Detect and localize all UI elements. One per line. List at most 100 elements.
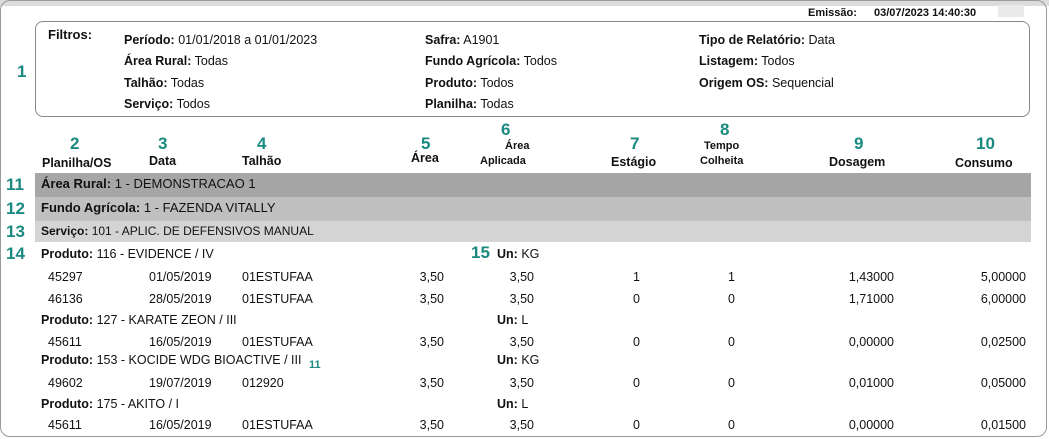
group-fundo-agricola: Fundo Agrícola: 1 - FAZENDA VITALLY	[35, 197, 1031, 221]
cell-tempo: 0	[728, 292, 735, 306]
group-servico: Serviço: 101 - APLIC. DE DEFENSIVOS MANU…	[35, 221, 1031, 242]
cell-estagio: 1	[633, 270, 640, 284]
cell-tempo: 0	[728, 418, 735, 432]
filter-servico: Serviço: Todos	[124, 97, 210, 111]
col-data: Data	[149, 154, 177, 168]
cell-talhao: 012920	[242, 376, 284, 390]
cell-area: 3,50	[419, 418, 444, 432]
product-header: Produto: 175 - AKITO / I	[41, 397, 180, 411]
cell-estagio: 0	[633, 376, 640, 390]
cell-estagio: 0	[633, 292, 640, 306]
cell-tempo: 0	[728, 376, 735, 390]
col-tempo-top: Tempo	[704, 140, 740, 152]
cell-dosagem: 0,00000	[848, 418, 894, 432]
annotation-10: 10	[976, 134, 995, 153]
annotation-11: 11	[6, 175, 24, 194]
annotation-1: 1	[17, 62, 27, 81]
filter-tipo-relatorio: Tipo de Relatório: Data	[699, 33, 835, 47]
cell-area-aplicada: 3,50	[509, 270, 534, 284]
cell-consumo: 0,02500	[980, 335, 1026, 349]
cell-consumo: 0,05000	[980, 376, 1026, 390]
cell-os: 45611	[48, 418, 82, 432]
cell-area-aplicada: 3,50	[509, 418, 534, 432]
annotation-15: 15	[471, 243, 490, 262]
cell-data: 19/07/2019	[149, 376, 212, 390]
cell-os: 49602	[48, 376, 83, 390]
emission-label: Emissão:	[808, 7, 857, 19]
cell-os: 46136	[48, 292, 83, 306]
cell-talhao: 01ESTUFAA	[242, 335, 313, 349]
col-dosagem: Dosagem	[829, 155, 886, 169]
product-header: Produto: 153 - KOCIDE WDG BIOACTIVE / II…	[41, 353, 302, 367]
cell-area-aplicada: 3,50	[509, 292, 534, 306]
annotation-13: 13	[6, 222, 25, 241]
product-unit: Un: KG	[497, 353, 540, 367]
cell-talhao: 01ESTUFAA	[242, 418, 313, 432]
cell-area-aplicada: 3,50	[509, 376, 534, 390]
top-strip	[0, 0, 1049, 6]
emission-box	[998, 5, 1024, 17]
filters-box: Filtros: Período: 01/01/2018 a 01/01/202…	[35, 21, 1030, 117]
col-estagio: Estágio	[611, 155, 657, 169]
filter-fundo-agricola: Fundo Agrícola: Todos	[425, 54, 557, 68]
annotation-9: 9	[854, 134, 864, 153]
annotation-3: 3	[158, 134, 168, 153]
annotation-11-small: 11	[309, 359, 321, 371]
product-unit: Un: L	[497, 313, 529, 327]
col-area-aplicada-top: Área	[505, 140, 530, 152]
cell-data: 28/05/2019	[149, 292, 212, 306]
group-area-rural: Área Rural: 1 - DEMONSTRACAO 1	[35, 173, 1031, 197]
filters-title: Filtros:	[48, 27, 93, 42]
filter-listagem: Listagem: Todos	[699, 54, 795, 68]
cell-consumo: 5,00000	[980, 270, 1026, 284]
col-talhao: Talhão	[242, 154, 282, 168]
annotation-12: 12	[6, 199, 25, 218]
cell-data: 16/05/2019	[149, 335, 212, 349]
annotation-7: 7	[630, 134, 640, 153]
col-area-aplicada-bottom: Aplicada	[480, 155, 526, 167]
cell-dosagem: 1,43000	[848, 270, 894, 284]
cell-area-aplicada: 3,50	[509, 335, 534, 349]
annotation-5: 5	[421, 134, 431, 153]
cell-dosagem: 0,00000	[848, 335, 894, 349]
cell-tempo: 1	[728, 270, 735, 284]
annotation-2: 2	[70, 134, 80, 153]
cell-dosagem: 1,71000	[848, 292, 894, 306]
cell-estagio: 0	[633, 418, 640, 432]
cell-data: 01/05/2019	[149, 270, 212, 284]
cell-estagio: 0	[633, 335, 640, 349]
cell-area: 3,50	[419, 270, 444, 284]
cell-consumo: 6,00000	[980, 292, 1026, 306]
cell-talhao: 01ESTUFAA	[242, 292, 313, 306]
emission-value: 03/07/2023 14:40:30	[873, 7, 977, 19]
cell-area: 3,50	[419, 335, 444, 349]
filter-talhao: Talhão: Todas	[124, 76, 205, 90]
cell-area: 3,50	[419, 376, 444, 390]
filter-safra: Safra: A1901	[425, 33, 500, 47]
cell-os: 45297	[48, 270, 83, 284]
filter-produto: Produto: Todos	[425, 76, 514, 90]
cell-tempo: 0	[728, 335, 735, 349]
cell-talhao: 01ESTUFAA	[242, 270, 313, 284]
cell-dosagem: 0,01000	[848, 376, 894, 390]
filter-planilha: Planilha: Todas	[425, 97, 514, 111]
cell-area: 3,50	[419, 292, 444, 306]
product-unit: Un: L	[497, 397, 529, 411]
col-area: Área	[411, 151, 439, 165]
col-tempo-bottom: Colheita	[700, 155, 744, 167]
product-unit: Un: KG	[497, 247, 540, 261]
cell-os: 45611	[48, 335, 82, 349]
cell-consumo: 0,01500	[980, 418, 1026, 432]
col-planilha-os: Planilha/OS	[42, 156, 112, 170]
annotation-8: 8	[720, 120, 730, 139]
annotation-4: 4	[257, 134, 267, 153]
emission-stamp: Emissão: 03/07/2023 14:40:30	[808, 7, 976, 19]
annotation-14: 14	[6, 244, 25, 263]
filter-area-rural: Área Rural: Todas	[124, 54, 228, 68]
filter-origem-os: Origem OS: Sequencial	[699, 76, 834, 90]
col-consumo: Consumo	[955, 156, 1013, 170]
product-header: Produto: 116 - EVIDENCE / IV	[41, 247, 214, 261]
cell-data: 16/05/2019	[149, 418, 212, 432]
annotation-6: 6	[501, 120, 511, 139]
